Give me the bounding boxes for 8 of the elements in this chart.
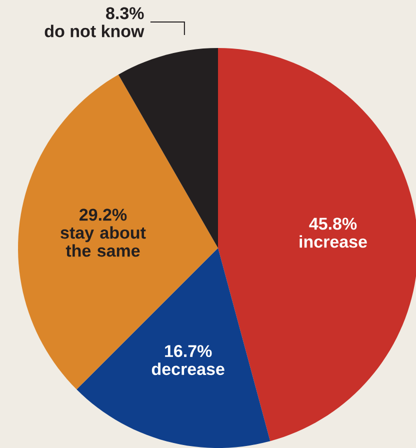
data-label: 45.8%: [309, 218, 357, 230]
data-label: 8.3%: [106, 7, 144, 20]
slice-label: decrease: [152, 362, 224, 376]
slice-label: do not know: [44, 24, 144, 38]
data-label: 16.7%: [165, 345, 212, 358]
data-label: 29.2%: [79, 208, 127, 221]
slice-label: stay about the same: [60, 226, 146, 257]
slice-label: increase: [300, 235, 367, 248]
